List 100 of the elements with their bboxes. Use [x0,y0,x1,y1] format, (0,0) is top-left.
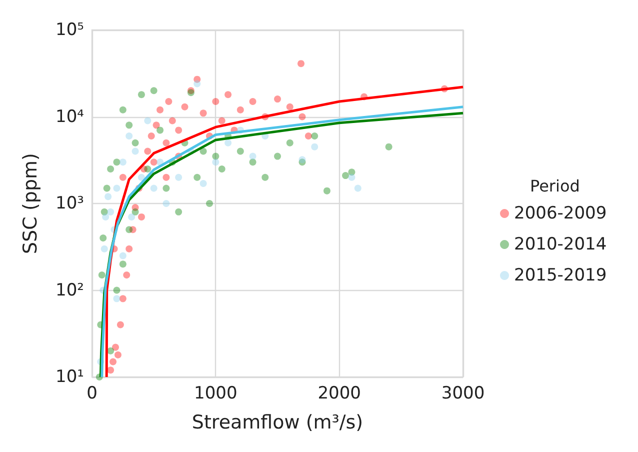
point [286,139,294,146]
point [323,187,330,194]
point [100,245,108,252]
point [103,184,110,192]
point [107,165,114,172]
x-tick-label: 0 [86,384,98,404]
point [107,366,114,374]
point [249,98,256,105]
point [236,106,244,114]
point [126,245,133,252]
point [126,132,133,140]
point [116,321,124,328]
point [119,295,126,302]
point [119,252,126,260]
point [102,213,110,220]
point [236,148,244,155]
point [274,152,281,160]
point [112,344,119,351]
point [152,122,160,129]
point [132,139,139,146]
point [342,172,350,180]
point [286,103,294,110]
point [148,132,155,140]
legend-label: 2010-2014 [514,234,607,254]
point [218,165,226,172]
y-tick-label: 10³ [56,194,84,214]
point [132,208,139,216]
point [298,60,304,68]
point [138,91,145,98]
point [128,213,136,220]
point [249,158,256,166]
point [150,158,158,166]
point [212,152,220,160]
point [175,174,182,181]
point [119,174,126,181]
point [194,174,201,181]
point [200,180,207,188]
point [138,174,145,181]
point [224,139,232,146]
point [138,213,145,220]
point [162,174,170,181]
point [107,347,114,354]
y-axis-title: SSC (ppm) [20,153,42,254]
y-tick-label: 10⁵ [56,20,84,40]
point [119,106,126,114]
point [175,126,182,134]
legend-label: 2015-2019 [514,266,607,286]
point [113,158,120,166]
legend-title: Period [530,176,580,196]
point [304,132,312,140]
point [200,110,207,117]
point [162,184,170,192]
point [156,106,164,114]
point [150,87,158,94]
point [119,158,126,166]
point [385,143,392,150]
point [150,184,158,192]
point [123,271,130,278]
point [212,158,220,166]
point [156,126,164,134]
point [113,295,120,302]
point [218,117,226,124]
point [298,156,306,164]
point [126,122,133,129]
point [144,117,152,124]
point [104,193,112,200]
point [114,351,122,358]
x-axis-title: Streamflow (m³/s) [192,412,364,434]
point [274,96,281,103]
y-tick-label: 10¹ [56,367,84,387]
point [110,358,117,366]
point [162,200,170,207]
point [181,103,188,110]
point [144,165,152,172]
point [311,132,318,140]
point [175,208,182,216]
y-tick-label: 10⁴ [56,106,84,127]
point [132,148,139,155]
point [194,80,201,88]
x-tick-label: 3000 [441,384,485,404]
point [100,234,107,242]
point [113,286,120,294]
point [224,91,232,98]
point [119,260,126,268]
point [298,113,306,120]
point [162,139,170,146]
point [144,148,152,155]
point [107,208,114,216]
point [98,271,106,278]
point [249,152,256,160]
point [165,98,172,105]
point [354,184,362,192]
point [348,174,356,181]
point [262,174,269,181]
legend-label: 2006-2009 [514,204,607,224]
point [206,200,213,207]
point [168,117,176,124]
point [311,143,318,150]
y-tick-label: 10² [56,280,84,300]
point [200,148,207,155]
